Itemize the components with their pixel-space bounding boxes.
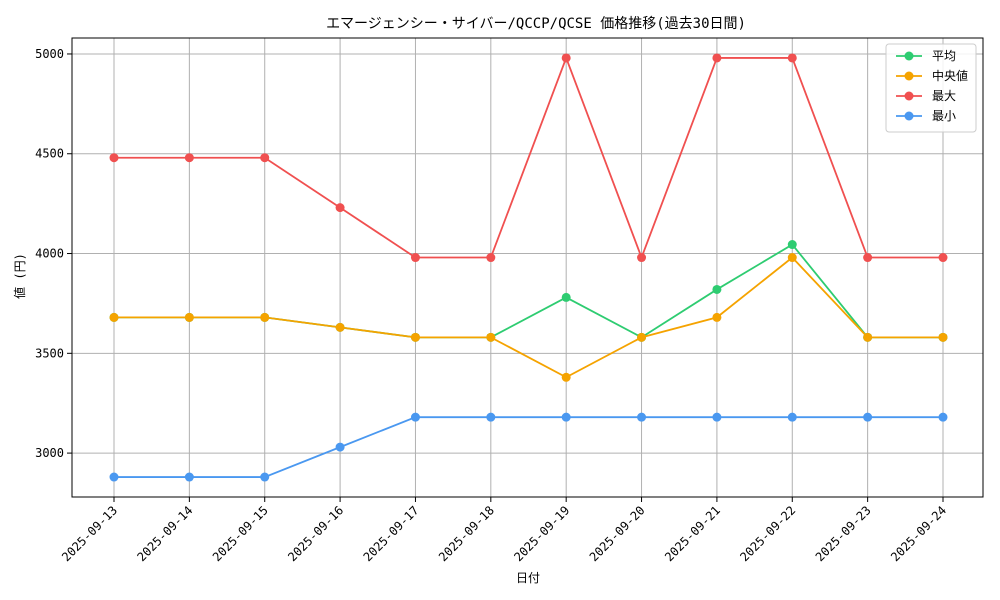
data-point [863,412,873,422]
series-line [114,416,943,478]
data-point [938,332,948,342]
data-point [637,253,647,263]
data-point [712,412,722,422]
data-point [260,472,270,482]
x-axis-ticks: 2025-09-13 2025-09-14 2025-09-15 2025-09-16… [59,497,949,564]
x-tick-label: 2025-09-14 [134,503,195,564]
data-point [335,322,345,332]
data-point [109,472,119,482]
legend-marker [904,91,914,101]
series-平均 [109,240,948,342]
series-layer [109,53,948,482]
data-point [561,292,571,302]
y-tick-label: 4000 [35,247,64,261]
y-tick-label: 3000 [35,446,64,460]
data-point [561,412,571,422]
series-最大 [109,53,948,263]
data-point [109,153,119,163]
data-point [184,312,194,322]
data-point [712,312,722,322]
x-tick-label: 2025-09-24 [888,503,949,564]
x-tick-label: 2025-09-22 [737,503,798,564]
data-point [938,412,948,422]
data-point [561,372,571,382]
data-point [486,253,496,263]
x-tick-label: 2025-09-13 [59,503,120,564]
data-point [486,332,496,342]
y-tick-label: 5000 [35,47,64,61]
series-line [114,243,943,339]
legend-label: 平均 [932,49,956,63]
data-point [561,53,571,63]
x-tick-label: 2025-09-16 [285,503,346,564]
series-line [114,55,943,261]
x-tick-label: 2025-09-20 [587,503,648,564]
x-tick-label: 2025-09-21 [662,503,723,564]
data-point [938,253,948,263]
y-axis-ticks: 3000 3500 4000 4500 5000 [35,47,72,460]
x-axis-label: 日付 [516,571,540,585]
data-point [863,332,873,342]
x-tick-label: 2025-09-19 [511,503,572,564]
data-point [486,412,496,422]
legend-marker [904,51,914,61]
legend-marker [904,111,914,121]
data-point [335,442,345,452]
grid [72,38,983,497]
data-point [335,203,345,213]
series-line [114,256,943,379]
legend-label: 中央値 [932,68,968,83]
data-point [109,312,119,322]
data-point [410,253,420,263]
data-point [637,332,647,342]
legend-label: 最小 [932,109,956,123]
legend-label: 最大 [932,89,956,103]
data-point [712,284,722,294]
x-tick-label: 2025-09-23 [813,503,874,564]
chart-title: エマージェンシー・サイバー/QCCP/QCSE 価格推移(過去30日間) [326,16,746,32]
data-point [184,153,194,163]
x-tick-label: 2025-09-17 [361,503,422,564]
x-tick-label: 2025-09-15 [210,503,271,564]
legend-box [885,43,977,133]
y-tick-label: 4500 [35,147,64,161]
data-point [712,53,722,63]
data-point [184,472,194,482]
data-point [260,312,270,322]
data-point [260,153,270,163]
legend-marker [904,71,914,81]
data-point [410,332,420,342]
data-point [787,240,797,250]
data-point [863,253,873,263]
data-point [787,53,797,63]
data-point [787,412,797,422]
plot-frame [71,37,984,498]
data-point [787,253,797,263]
data-point [410,412,420,422]
data-point [637,412,647,422]
y-tick-label: 3500 [35,346,64,360]
series-最小 [109,412,948,482]
series-中央値 [109,253,948,382]
y-axis-label: 値 (円) [12,253,27,299]
x-tick-label: 2025-09-18 [436,503,497,564]
